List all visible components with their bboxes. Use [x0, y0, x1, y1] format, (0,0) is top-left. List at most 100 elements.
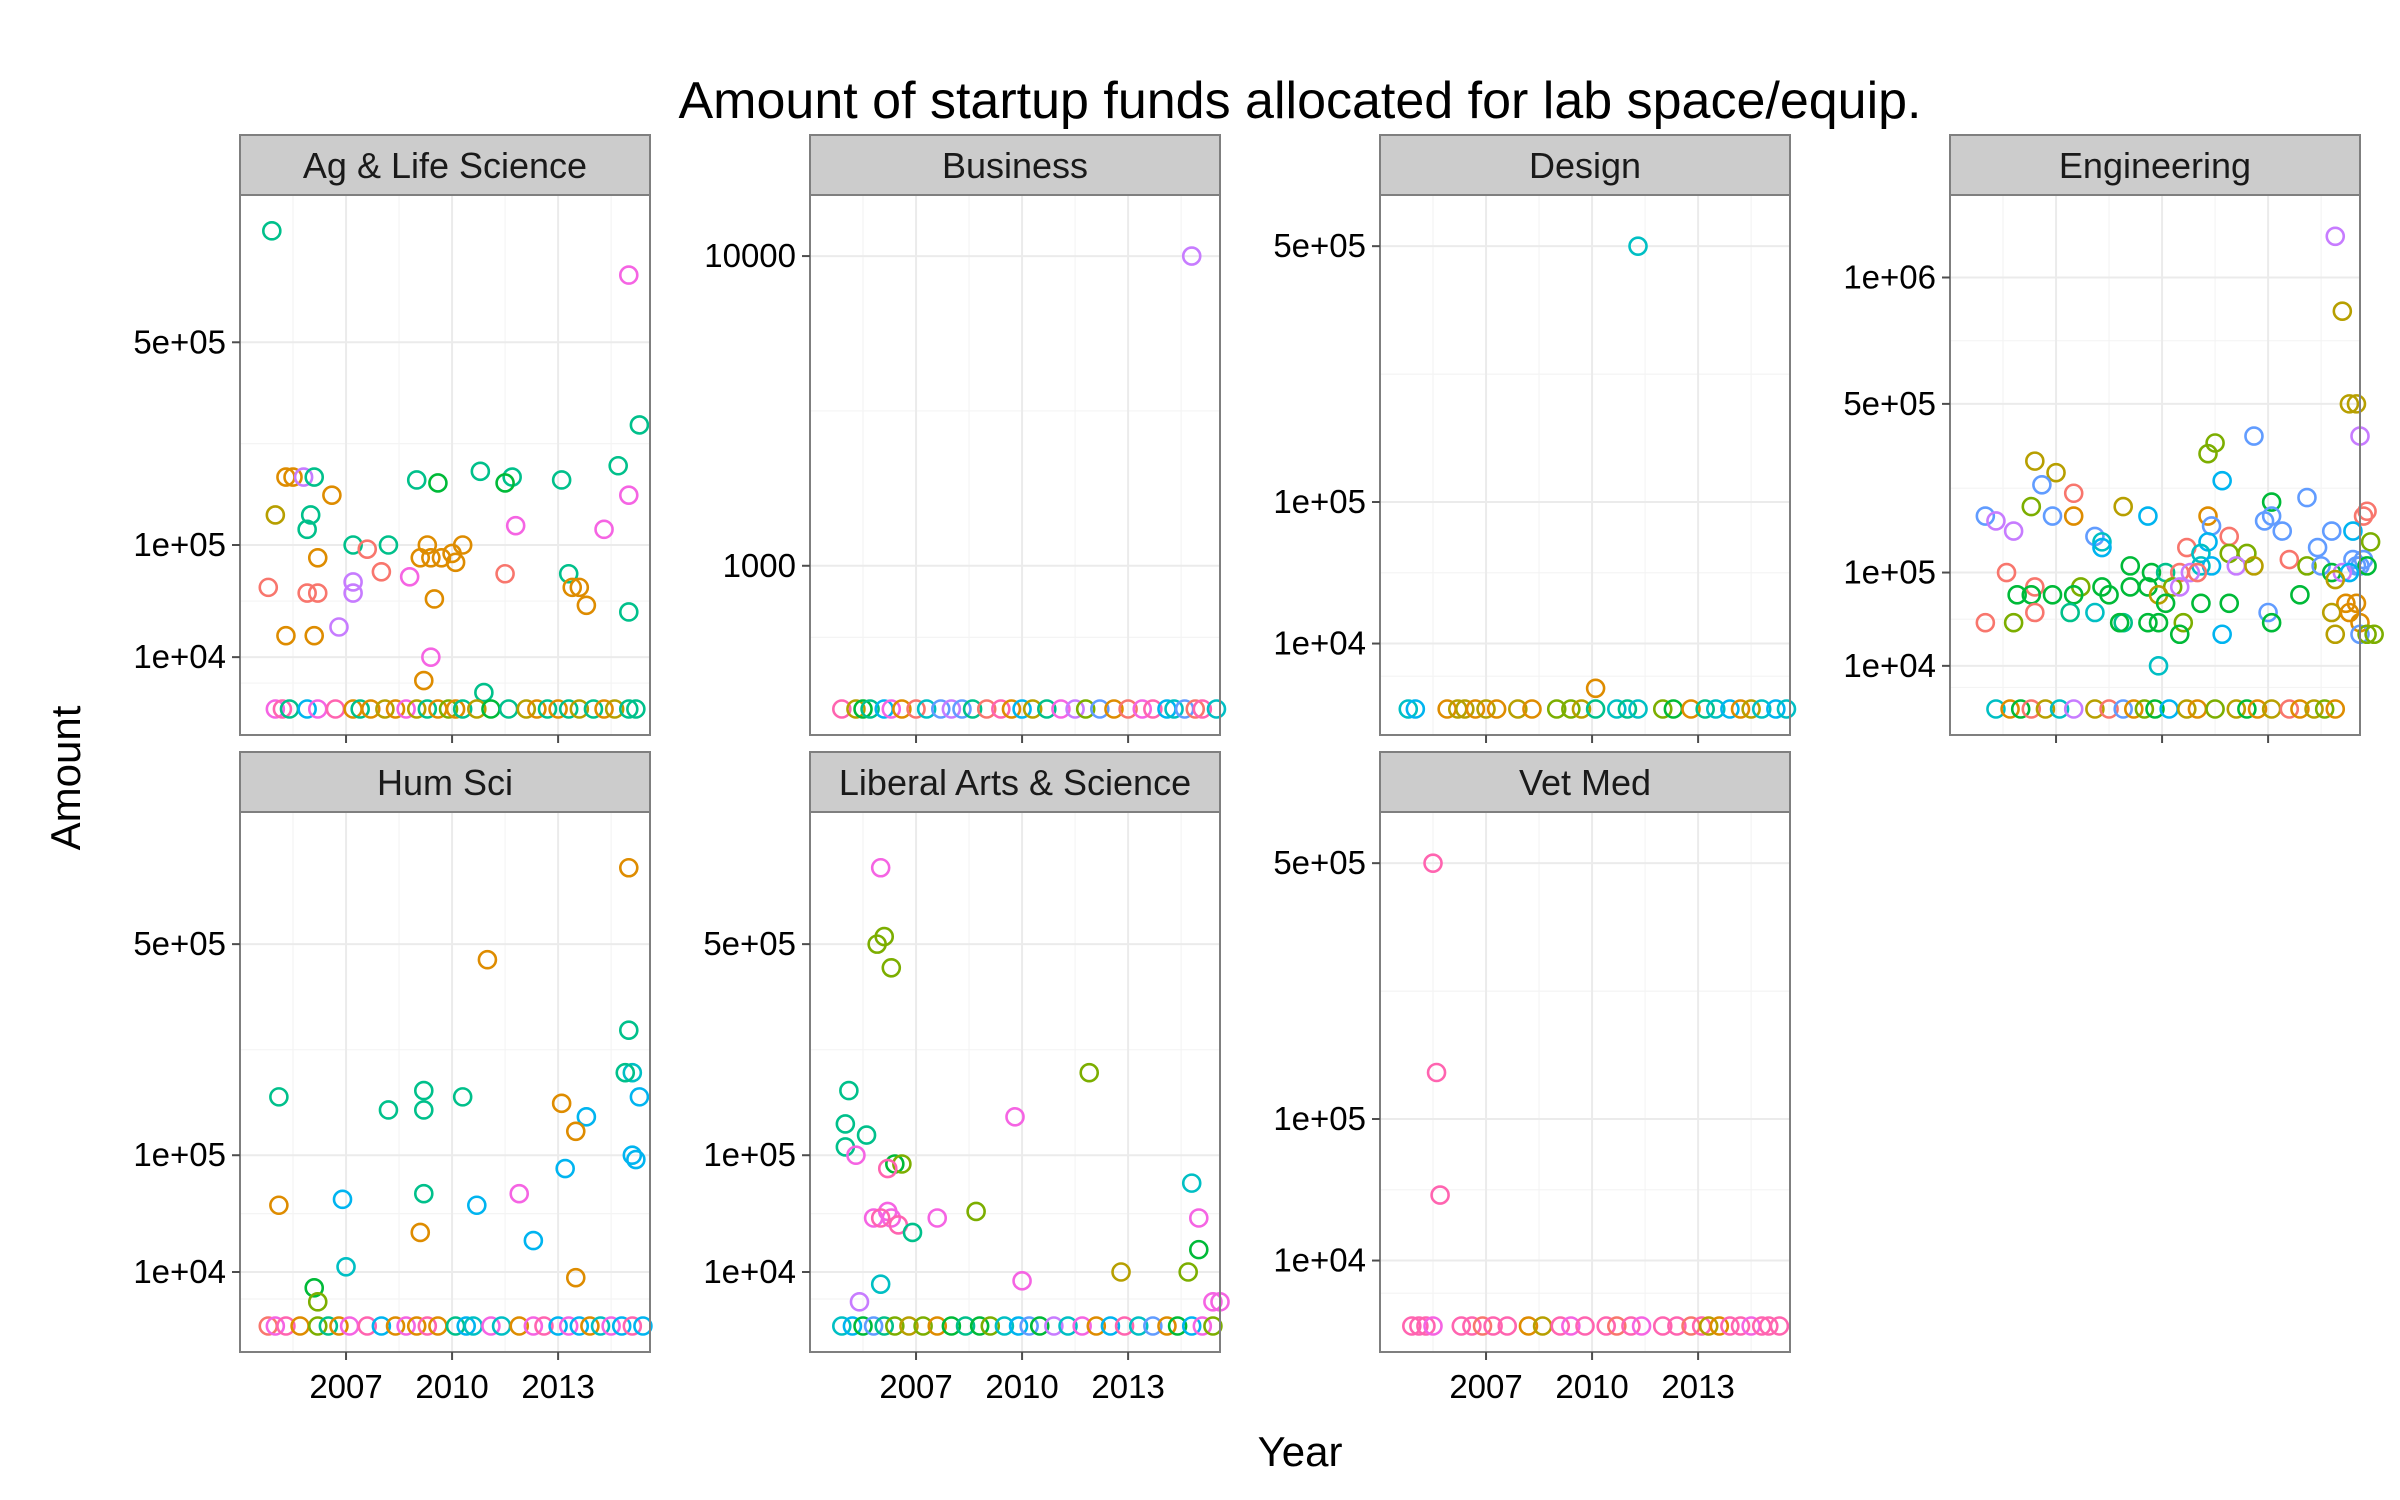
data-point	[2297, 487, 2317, 508]
data-point	[343, 572, 363, 592]
data-point	[590, 1316, 611, 1336]
data-point	[537, 699, 558, 719]
data-point	[2244, 556, 2264, 576]
data-point	[410, 1222, 431, 1243]
data-point	[2353, 506, 2374, 526]
data-point	[2191, 543, 2211, 564]
data-point	[853, 699, 873, 719]
data-point	[2141, 562, 2162, 583]
data-point	[1607, 699, 1627, 719]
data-point	[1585, 699, 1606, 719]
data-point	[618, 265, 639, 285]
data-point	[994, 1316, 1015, 1336]
data-point	[2258, 602, 2278, 623]
data-point	[1072, 1316, 1092, 1336]
data-point	[1178, 1262, 1198, 1282]
data-point	[1695, 699, 1715, 719]
data-point	[505, 515, 526, 536]
data-point	[2010, 699, 2031, 719]
data-point	[417, 699, 438, 719]
data-point	[495, 563, 515, 584]
data-point	[1483, 1316, 1503, 1336]
data-point	[2343, 521, 2363, 541]
data-point	[1044, 1316, 1064, 1336]
data-point	[618, 485, 639, 505]
data-point	[955, 1316, 976, 1336]
data-point	[941, 1316, 962, 1336]
data-point	[350, 699, 370, 719]
y-tick-label: 1000	[723, 547, 796, 584]
data-point	[580, 1316, 600, 1336]
data-point	[2279, 549, 2300, 570]
data-point	[2307, 537, 2328, 558]
data-point	[1402, 1316, 1422, 1336]
data-point	[874, 1316, 895, 1336]
data-point	[1058, 1316, 1078, 1336]
data-point	[2021, 585, 2042, 605]
data-point	[2169, 577, 2190, 597]
data-point	[2021, 496, 2042, 517]
data-point	[1476, 699, 1496, 719]
data-point	[1181, 246, 1202, 266]
data-point	[849, 1292, 870, 1312]
data-point	[1001, 699, 1022, 719]
data-point	[1596, 1316, 1617, 1336]
x-tick-label: 2007	[309, 1368, 382, 1405]
data-point	[332, 1189, 353, 1210]
data-point	[846, 1145, 866, 1166]
data-point	[1522, 699, 1542, 719]
data-point	[2123, 699, 2144, 719]
data-point	[477, 949, 498, 970]
data-point	[2187, 562, 2208, 583]
data-point	[962, 699, 983, 719]
y-tick-label: 1e+05	[703, 1136, 796, 1173]
data-point	[626, 1149, 646, 1170]
data-point	[509, 1183, 530, 1204]
y-tick-label: 5e+05	[1273, 227, 1366, 264]
data-point	[562, 577, 583, 598]
x-tick-label: 2007	[879, 1368, 952, 1405]
data-point	[1486, 699, 1507, 719]
data-point	[1423, 1316, 1443, 1336]
data-point	[1012, 699, 1032, 719]
data-point	[2226, 699, 2247, 719]
data-point	[1075, 699, 1096, 719]
data-point	[307, 583, 328, 603]
facet-strip	[809, 751, 1221, 813]
data-point	[2180, 562, 2201, 583]
data-point	[276, 1316, 296, 1336]
data-point	[1114, 1316, 1135, 1336]
data-point	[1758, 1316, 1779, 1336]
data-point	[2339, 602, 2360, 623]
data-point	[378, 1100, 399, 1120]
y-tick-label: 5e+05	[703, 925, 796, 962]
y-tick-label: 1e+06	[1843, 258, 1936, 295]
data-point	[417, 1316, 438, 1336]
data-point	[2060, 602, 2080, 623]
data-point	[428, 473, 448, 493]
data-point	[276, 625, 296, 646]
data-point	[2145, 699, 2165, 719]
data-point	[1005, 1107, 1025, 1127]
data-point	[269, 1195, 289, 1216]
data-point	[881, 699, 902, 719]
data-point	[1008, 1316, 1029, 1336]
panel-hum-sci: 1e+04 1e+05 5e+05 2007 2010 2013 Hum Sci	[133, 751, 653, 1405]
data-point	[2304, 699, 2324, 719]
data-point	[626, 699, 646, 719]
data-point	[1730, 1316, 1751, 1336]
data-point	[2279, 699, 2300, 719]
panel-background	[239, 811, 651, 1353]
data-point	[1181, 1173, 1202, 1193]
data-point	[307, 1292, 328, 1312]
data-point	[2364, 624, 2384, 645]
data-point	[594, 519, 614, 540]
data-point	[2000, 699, 2020, 719]
data-point	[304, 1278, 325, 1298]
data-point	[608, 455, 628, 476]
data-point	[406, 1316, 427, 1336]
x-tick-label: 2013	[521, 1368, 594, 1405]
data-point	[509, 1316, 530, 1336]
data-point	[304, 625, 325, 646]
data-point	[832, 699, 852, 719]
